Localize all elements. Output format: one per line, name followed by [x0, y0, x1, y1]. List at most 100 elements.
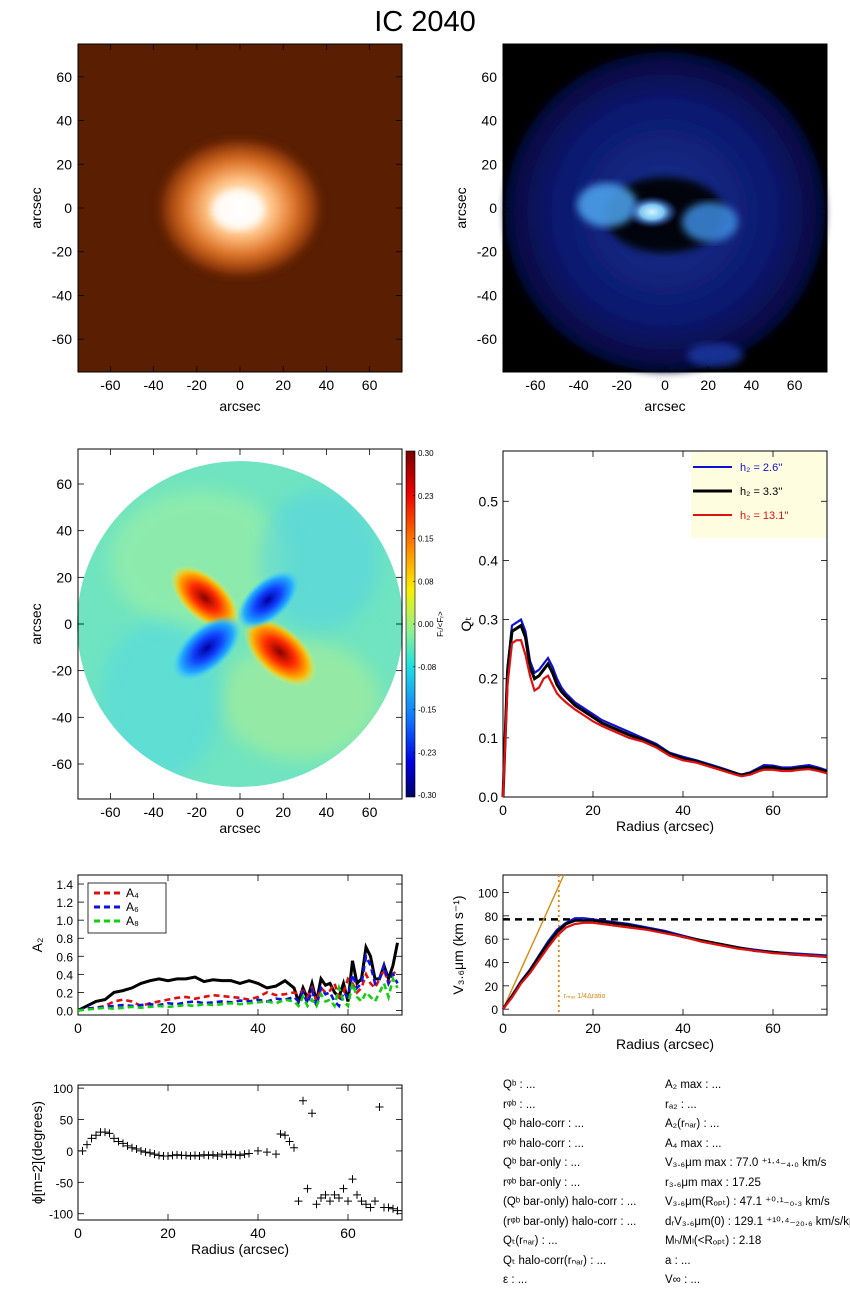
x-tick-label: 40 — [744, 377, 760, 393]
parameter-row: rᵠᵇ bar-only : ... — [503, 1174, 636, 1194]
y-tick-label: 40 — [56, 523, 72, 539]
x-tick-label: 40 — [675, 802, 691, 818]
phase-point — [375, 1102, 384, 1111]
y-tick-label: 60 — [485, 933, 499, 947]
y-tick-label: 0.4 — [56, 968, 73, 982]
phase-point — [195, 1151, 204, 1160]
y-tick-label: -60 — [52, 331, 72, 347]
y-tick-label: 100 — [478, 887, 498, 901]
parameter-value: : ... — [587, 1254, 607, 1267]
x-tick-label: 0 — [74, 1225, 82, 1241]
phase-point — [393, 1206, 402, 1215]
vrot-frame — [502, 874, 828, 1016]
phase-point — [146, 1148, 154, 1157]
x-tick-label: 40 — [319, 804, 335, 820]
parameter-value: : ... — [538, 1235, 558, 1247]
x-tick-label: 0 — [236, 377, 244, 393]
phase-point — [317, 1194, 325, 1203]
phase-point — [321, 1190, 330, 1199]
parameter-table-right: A₂ max : ... rₐ₂ : ... A₂(rₙₐᵣ) : ... A₄ ma… — [665, 1076, 850, 1291]
colorbar-tick-label: 0.08 — [418, 577, 434, 586]
a2-legend-label-2: A₆ — [126, 900, 139, 914]
phase-point — [186, 1151, 195, 1160]
phase-point — [227, 1150, 235, 1159]
y-tick-label: 0.0 — [479, 789, 499, 805]
phase-point — [209, 1150, 217, 1159]
y-tick-label: -40 — [52, 709, 72, 725]
y-tick-label: 0.2 — [479, 671, 499, 687]
y-tick-label: 20 — [56, 156, 72, 172]
image1-xlabel: arcsec — [219, 398, 260, 414]
qt-series-line-0 — [501, 617, 828, 798]
parameter-label: a — [665, 1254, 672, 1267]
colorbar-tick-label: -0.08 — [418, 663, 437, 672]
qt-series-line-1 — [501, 623, 828, 798]
qt-panel: h₂ = 2.6''h₂ = 3.3''h₂ = 13.1'' 0 20 40 600… — [458, 450, 828, 834]
qt-legend-label-2: h₂ = 13.1'' — [740, 510, 789, 522]
parameter-row: dᵣV₃.₆μm(0) : 129.1 ⁺¹⁰·⁴₋₂₀.₆ km/s/kpc — [665, 1213, 850, 1233]
parameter-value: : 47.1 ⁺⁰·¹₋₀.₃ km/s — [730, 1196, 830, 1208]
negative-lobe-lower — [172, 615, 242, 681]
y-tick-label: 0.6 — [56, 950, 73, 964]
colorbar-tick-label: 0.15 — [418, 535, 434, 544]
x-tick-label: -60 — [525, 377, 545, 393]
x-tick-label: 20 — [275, 804, 291, 820]
phase-point — [299, 1096, 307, 1105]
y-axis-label: A₂ — [29, 938, 45, 953]
phase-point — [114, 1137, 123, 1146]
galaxy-core — [212, 190, 264, 230]
phase-point — [141, 1148, 150, 1157]
y-tick-label: 0 — [64, 200, 72, 216]
vrot-plot: 0 20 40 60 0 20 40 60 80 100 Radius (arcsec) V₃.₆μm… — [450, 874, 828, 1052]
edge-blob — [687, 343, 743, 367]
phase-point — [312, 1200, 321, 1209]
parameter-value: : ... — [561, 1157, 581, 1169]
phase-point — [204, 1151, 213, 1160]
parameter-row: Qᵇ bar-only : ... — [503, 1154, 636, 1174]
x-tick-label: 0 — [74, 1020, 82, 1036]
qt-legend: h₂ = 2.6'' h₂ = 3.3'' h₂ = 13.1'' — [693, 462, 789, 522]
colorbar-ticks: 0.30 0.23 0.15 0.08 0.00 -0.08 -0.15 -0.23 -0.30 — [413, 449, 437, 800]
parameter-label: rᵠᵇ — [503, 1098, 517, 1111]
image1-ylabel: arcsec — [28, 187, 44, 228]
phase-point — [353, 1190, 361, 1199]
parameter-row: (rᵠᵇ bar-only) halo-corr : ... — [503, 1213, 636, 1233]
x-tick-label: 0 — [499, 802, 507, 818]
positive-lobe-upper — [170, 565, 240, 631]
parameter-row: A₂(rₙₐᵣ) : ... — [665, 1115, 850, 1135]
ratio-map-axes: -60 -60 -40 -40 -20 -20 0 0 20 20 40 40 60 60 — [52, 449, 402, 820]
parameter-label: Qᵇ bar-only — [503, 1157, 562, 1169]
phase-point — [150, 1150, 159, 1159]
x-tick-label: -20 — [187, 804, 207, 820]
phase-point — [213, 1151, 222, 1160]
phase-point — [348, 1175, 357, 1184]
y-tick-label: 60 — [56, 476, 72, 492]
phase-point — [254, 1146, 262, 1155]
phase-panel: 0 20 40 60 -100 -50 0 50 100 Radius (arcsec) ϕ[m=2… — [29, 1082, 403, 1257]
qt-series-line-2 — [501, 639, 828, 798]
parameter-label: r₃.₆μm max — [665, 1176, 723, 1189]
phase-point — [384, 1203, 393, 1212]
parameter-label: A₂(rₙₐᵣ) — [665, 1118, 701, 1130]
parameter-label: A₂ max — [665, 1079, 703, 1091]
y-tick-label: 0 — [64, 616, 72, 632]
phase-point — [132, 1145, 141, 1154]
parameter-row: Qᵇ halo-corr : ... — [503, 1115, 636, 1135]
parameter-value: : ... — [508, 1274, 528, 1286]
phase-point — [164, 1151, 172, 1160]
phase-point — [281, 1131, 289, 1140]
colorbar-tick-label: 0.30 — [418, 449, 434, 458]
parameter-label: Qᵇ halo-corr — [503, 1118, 565, 1130]
x-axis-label: Radius (arcsec) — [616, 1036, 714, 1052]
x-tick-label: 60 — [787, 377, 803, 393]
y-tick-label: 0.5 — [479, 493, 499, 509]
colorbar-tick-label: 0.23 — [418, 492, 434, 501]
parameter-label: Qᵇ — [503, 1079, 517, 1091]
y-axis-label: ϕ[m=2](degrees) — [29, 1101, 45, 1204]
a2-plot: 0 20 40 60 0.0 0.2 0.4 0.6 0.8 1.0 1.2 1.4 A₂ — [29, 875, 402, 1036]
parameter-value: : 129.1 ⁺¹⁰·⁴₋₂₀.₆ km/s/kpc — [724, 1215, 850, 1228]
colorbar-tick-label: -0.30 — [418, 791, 437, 800]
a2-series-line-2 — [77, 952, 399, 1012]
y-tick-label: 20 — [481, 156, 497, 172]
